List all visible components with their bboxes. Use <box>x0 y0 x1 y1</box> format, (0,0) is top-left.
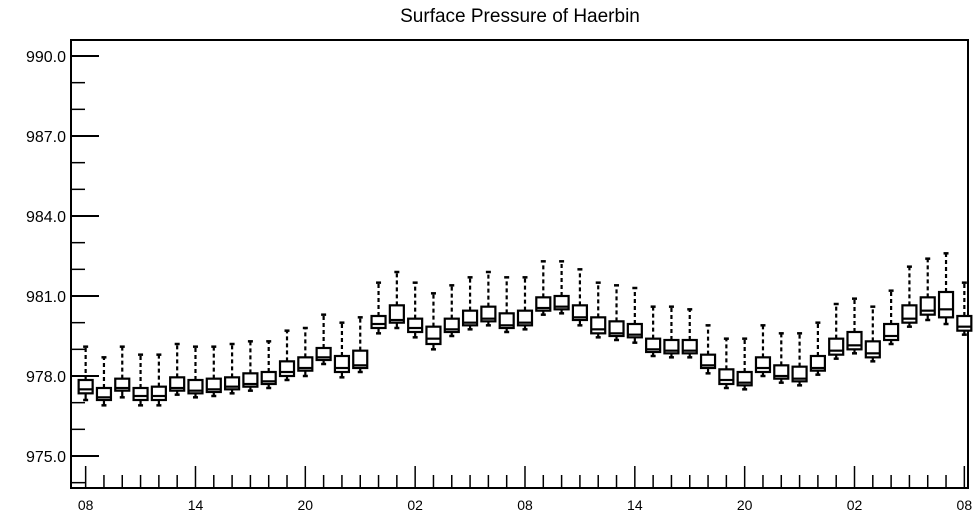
box-item <box>278 329 296 382</box>
plot-frame <box>70 39 969 489</box>
y-tick-label: 987.0 <box>26 129 66 146</box>
box-item <box>956 281 973 336</box>
box-item <box>260 340 277 390</box>
box-item <box>297 326 314 378</box>
box-item <box>590 281 607 339</box>
box-body <box>77 378 94 395</box>
box-item <box>443 284 460 338</box>
box-item <box>187 345 204 399</box>
box-item <box>864 305 881 363</box>
box-item <box>77 345 94 402</box>
box-body <box>370 314 387 330</box>
box-item <box>828 302 845 360</box>
box-item <box>883 289 900 346</box>
box-item <box>754 324 772 378</box>
box-item <box>809 321 826 376</box>
box-item <box>736 337 753 391</box>
box-body <box>278 360 296 378</box>
box-item <box>205 345 222 398</box>
box-item <box>718 337 735 390</box>
x-tick-label: 02 <box>407 497 423 513</box>
box-body <box>919 296 936 316</box>
box-body <box>828 337 845 356</box>
box-body <box>150 385 167 402</box>
x-tick-label: 08 <box>78 497 94 513</box>
y-axis: 975.0 978.0 981.0 984.0 987.0 990.0 <box>26 49 99 484</box>
box-item <box>388 270 405 330</box>
box-body <box>407 317 424 334</box>
box-item <box>169 342 186 396</box>
box-item <box>114 345 131 399</box>
box-body <box>718 368 735 386</box>
box-item <box>352 316 369 374</box>
box-item <box>150 353 167 407</box>
box-item <box>608 284 625 342</box>
box-item <box>553 260 570 315</box>
box-item <box>407 281 424 339</box>
y-tick-label: 981.0 <box>26 289 66 306</box>
box-body <box>883 322 900 342</box>
x-tick-label: 20 <box>737 497 753 513</box>
box-item <box>663 305 680 359</box>
box-item <box>846 297 863 355</box>
x-tick-label: 02 <box>847 497 863 513</box>
box-item <box>773 332 790 384</box>
box-body <box>352 349 369 370</box>
x-axis: 08 14 20 02 08 14 20 02 08 <box>78 466 972 513</box>
x-tick-label: 14 <box>627 497 643 513</box>
box-item <box>461 276 479 331</box>
box-body <box>937 290 955 319</box>
box-item <box>901 265 918 328</box>
box-item <box>791 332 808 387</box>
x-tick-label: 20 <box>298 497 314 513</box>
box-item <box>937 252 955 326</box>
box-item <box>681 308 698 359</box>
box-item <box>333 321 351 379</box>
box-item <box>242 340 259 392</box>
box-body <box>864 340 881 359</box>
box-series <box>77 252 973 407</box>
box-item <box>223 342 241 395</box>
box-item <box>132 353 149 407</box>
y-tick-label: 978.0 <box>26 369 66 386</box>
y-tick-label: 975.0 <box>26 449 66 466</box>
box-item <box>699 324 717 375</box>
box-body <box>590 316 607 335</box>
box-item <box>95 356 113 407</box>
box-body <box>333 354 351 374</box>
y-tick-label: 990.0 <box>26 49 66 66</box>
box-item <box>645 305 662 358</box>
box-item <box>498 276 515 334</box>
x-tick-label: 14 <box>188 497 204 513</box>
box-item <box>516 276 534 331</box>
box-item <box>480 270 497 327</box>
y-tick-label: 984.0 <box>26 209 66 226</box>
box-item <box>370 281 387 335</box>
box-item <box>425 292 442 351</box>
x-tick-label: 08 <box>957 497 973 513</box>
box-body <box>132 386 149 402</box>
box-body <box>956 314 973 332</box>
box-body <box>901 304 918 324</box>
box-item <box>535 260 552 316</box>
box-item <box>626 286 643 344</box>
box-body <box>754 356 772 374</box>
box-item <box>919 257 936 322</box>
chart-title: Surface Pressure of Haerbin <box>400 6 640 27</box>
box-item <box>315 313 332 366</box>
box-body <box>388 304 405 324</box>
x-tick-label: 08 <box>517 497 533 513</box>
box-item <box>571 268 589 327</box>
box-body <box>846 330 863 351</box>
box-body <box>425 325 442 346</box>
